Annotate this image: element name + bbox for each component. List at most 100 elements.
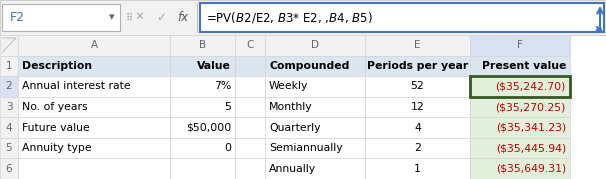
- Text: ($35,649.31): ($35,649.31): [496, 164, 566, 174]
- Bar: [18, 158, 170, 179]
- Bar: [18, 117, 170, 138]
- Bar: [200, 3, 604, 32]
- Text: =PV($B$2/E2, $B$3* E2, ,$B$4, $B$5): =PV($B$2/E2, $B$3* E2, ,$B$4, $B$5): [206, 10, 373, 25]
- Bar: [365, 55, 470, 76]
- Bar: [0, 0, 606, 35]
- Text: No. of years: No. of years: [22, 102, 88, 112]
- Text: 5: 5: [5, 143, 12, 153]
- Text: D: D: [311, 40, 319, 50]
- Text: 6: 6: [5, 164, 12, 174]
- Text: 2: 2: [5, 81, 12, 91]
- Text: Description: Description: [22, 61, 92, 71]
- Text: C: C: [246, 40, 254, 50]
- Bar: [365, 138, 470, 158]
- Bar: [18, 97, 170, 117]
- Text: 5: 5: [224, 102, 231, 112]
- Text: ✕: ✕: [134, 11, 144, 24]
- Bar: [265, 97, 365, 117]
- Bar: [265, 35, 365, 55]
- Bar: [365, 35, 470, 55]
- Text: F2: F2: [10, 11, 25, 24]
- Bar: [470, 97, 570, 117]
- Bar: [470, 55, 570, 76]
- Bar: [18, 76, 170, 97]
- Bar: [18, 35, 170, 55]
- Bar: [365, 97, 470, 117]
- Text: F: F: [517, 40, 523, 50]
- Text: ($35,270.25): ($35,270.25): [496, 102, 566, 112]
- Text: 4: 4: [414, 123, 421, 133]
- Text: 4: 4: [5, 123, 12, 133]
- Bar: [170, 76, 235, 97]
- Bar: [170, 158, 235, 179]
- Text: 52: 52: [411, 81, 424, 91]
- Bar: [235, 158, 265, 179]
- Text: Annual interest rate: Annual interest rate: [22, 81, 131, 91]
- Text: ✓: ✓: [156, 11, 166, 24]
- Bar: [470, 76, 570, 97]
- Text: 1: 1: [5, 61, 12, 71]
- Text: 3: 3: [5, 102, 12, 112]
- Text: Annuity type: Annuity type: [22, 143, 92, 153]
- Text: Periods per year: Periods per year: [367, 61, 468, 71]
- Text: B: B: [199, 40, 206, 50]
- Bar: [265, 158, 365, 179]
- Text: 12: 12: [411, 102, 424, 112]
- Bar: [235, 35, 265, 55]
- Bar: [170, 138, 235, 158]
- Text: ($35,242.70): ($35,242.70): [496, 81, 566, 91]
- Text: 1: 1: [414, 164, 421, 174]
- Bar: [235, 55, 265, 76]
- Bar: [0, 55, 18, 76]
- Text: ⠿: ⠿: [125, 13, 133, 23]
- Bar: [0, 97, 18, 117]
- Text: Annually: Annually: [269, 164, 316, 174]
- Bar: [265, 117, 365, 138]
- Text: 0: 0: [224, 143, 231, 153]
- Bar: [0, 158, 18, 179]
- Text: Monthly: Monthly: [269, 102, 313, 112]
- Bar: [235, 138, 265, 158]
- Text: Quarterly: Quarterly: [269, 123, 321, 133]
- Text: ($35,341.23): ($35,341.23): [496, 123, 566, 133]
- Bar: [235, 76, 265, 97]
- Text: $50,000: $50,000: [186, 123, 231, 133]
- Text: fx: fx: [178, 11, 188, 24]
- Bar: [265, 138, 365, 158]
- Bar: [2, 4, 120, 31]
- Text: E: E: [415, 40, 421, 50]
- Bar: [365, 158, 470, 179]
- Bar: [470, 76, 570, 97]
- Bar: [470, 158, 570, 179]
- Bar: [0, 76, 18, 97]
- Bar: [470, 35, 570, 55]
- Text: Semiannually: Semiannually: [269, 143, 342, 153]
- Text: 2: 2: [414, 143, 421, 153]
- Text: A: A: [90, 40, 98, 50]
- Bar: [170, 97, 235, 117]
- Bar: [235, 117, 265, 138]
- Bar: [470, 138, 570, 158]
- Bar: [265, 55, 365, 76]
- Bar: [170, 117, 235, 138]
- Bar: [18, 55, 170, 76]
- Bar: [0, 117, 18, 138]
- Text: Present value: Present value: [482, 61, 566, 71]
- Bar: [170, 35, 235, 55]
- Text: Value: Value: [197, 61, 231, 71]
- Bar: [0, 138, 18, 158]
- Text: Future value: Future value: [22, 123, 90, 133]
- Text: ($35,445.94): ($35,445.94): [496, 143, 566, 153]
- Text: ▾: ▾: [109, 13, 115, 23]
- Bar: [170, 55, 235, 76]
- Bar: [18, 138, 170, 158]
- Bar: [0, 35, 18, 55]
- Text: Compounded: Compounded: [269, 61, 350, 71]
- Text: Weekly: Weekly: [269, 81, 308, 91]
- Text: ($35,242.70): ($35,242.70): [496, 81, 566, 91]
- Bar: [365, 117, 470, 138]
- Bar: [365, 76, 470, 97]
- Bar: [470, 117, 570, 138]
- Text: 7%: 7%: [214, 81, 231, 91]
- Bar: [265, 76, 365, 97]
